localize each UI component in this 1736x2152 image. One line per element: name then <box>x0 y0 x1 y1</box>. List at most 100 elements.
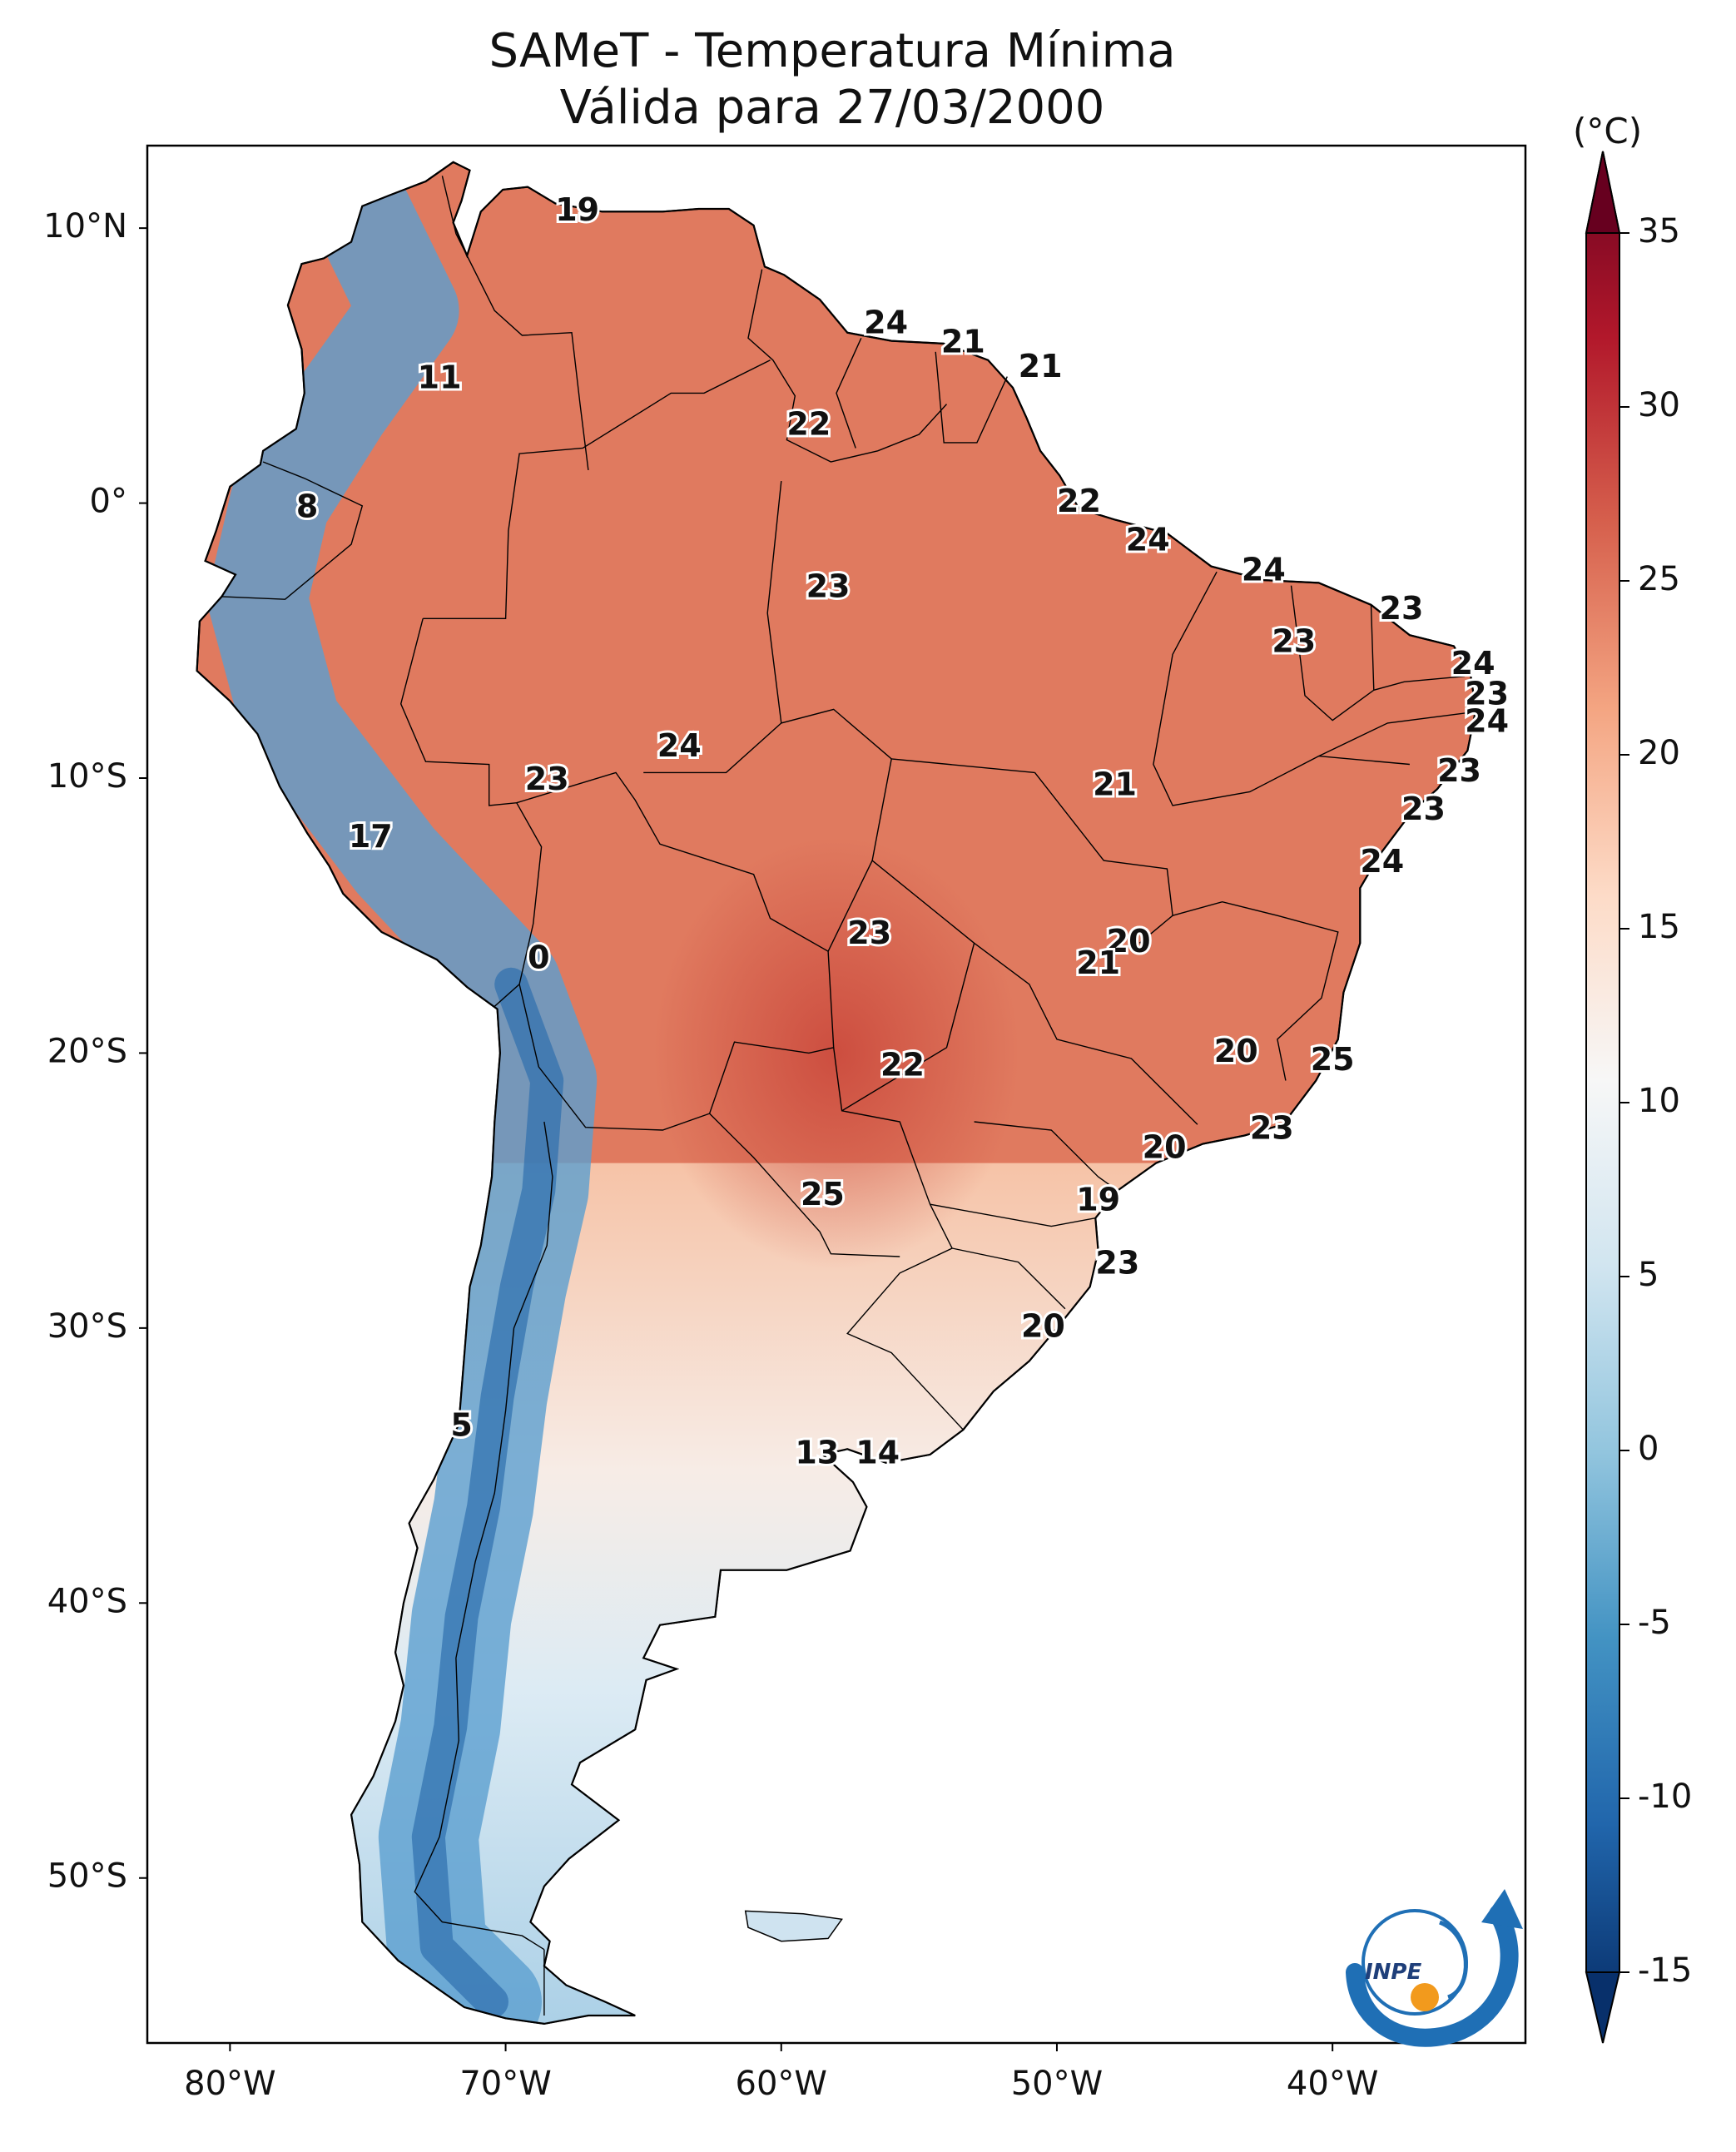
colorbar-tick-label: 35 <box>1638 212 1680 250</box>
contour-label: 23 <box>1272 623 1316 660</box>
contour-label: 23 <box>525 761 569 797</box>
contour-label: 24 <box>1451 645 1495 682</box>
lat-tick-label: 10°S <box>47 757 127 796</box>
title-line-2: Válida para 27/03/2000 <box>559 81 1105 135</box>
logo-orange-dot <box>1411 1983 1439 2011</box>
contour-label: 21 <box>1076 945 1120 981</box>
border-line <box>441 176 589 470</box>
contour-label: 19 <box>1076 1181 1120 1217</box>
andes-cold-core <box>411 967 564 2019</box>
map-title: SAMeT - Temperatura Mínima Válida para 2… <box>0 23 1664 136</box>
contour-label: 23 <box>806 568 851 605</box>
border-line <box>951 1247 1066 1310</box>
lat-tick-label: 50°S <box>47 1857 127 1896</box>
colorbar-tick-label: 30 <box>1638 386 1680 424</box>
contour-label: 23 <box>1465 675 1509 712</box>
contour-label: 8 <box>296 488 318 525</box>
contour-label: 23 <box>1250 1109 1294 1146</box>
border-line <box>836 338 862 449</box>
lat-tick-label: 40°S <box>47 1582 127 1620</box>
lon-tick-label: 50°W <box>1011 2065 1103 2103</box>
contour-label: 22 <box>880 1046 925 1083</box>
colorbar-tick-label: 10 <box>1638 1082 1680 1120</box>
colorbar-tick-label: 5 <box>1638 1256 1659 1294</box>
logo-inner-arrow-icon <box>1438 1920 1468 2000</box>
contour-label: 25 <box>1311 1041 1355 1078</box>
contour-label: 21 <box>1093 766 1137 802</box>
colorbar-units: (°C) <box>1573 111 1642 151</box>
border-line <box>974 1121 1118 1192</box>
contour-label: 23 <box>1380 590 1424 627</box>
border-line <box>841 943 975 1112</box>
contour-label: 22 <box>786 406 831 443</box>
contour-label: 11 <box>418 359 462 395</box>
inpe-logo: INPE <box>1346 1889 1523 2047</box>
colorbar-tick-label: 15 <box>1638 908 1680 946</box>
border-line <box>1318 712 1474 757</box>
contour-label: 23 <box>847 915 891 951</box>
contour-label: 22 <box>1057 483 1101 519</box>
border-line <box>930 1203 1096 1227</box>
colorbar-tick-label: -5 <box>1638 1604 1671 1642</box>
colorbar-tick-label: -10 <box>1638 1778 1692 1816</box>
border-line <box>1290 585 1375 721</box>
contour-label: 20 <box>1214 1033 1258 1069</box>
lat-tick-label: 10°N <box>43 207 127 245</box>
latitude-axis: 10°N 0° 10°S 20°S 30°S 40°S 50°S <box>43 207 147 1896</box>
lat-tick-label: 20°S <box>47 1032 127 1070</box>
contour-label: 24 <box>1360 843 1404 880</box>
border-line <box>643 708 1035 774</box>
colorbar-top-arrow <box>1585 151 1621 234</box>
border-line <box>766 481 782 723</box>
lon-tick-label: 60°W <box>736 2065 827 2103</box>
title-line-1: SAMeT - Temperatura Mínima <box>489 24 1176 78</box>
contour-label: 21 <box>941 323 985 359</box>
contour-label: 13 <box>795 1434 839 1470</box>
border-line <box>871 860 1198 1125</box>
border-line <box>709 1113 900 1257</box>
contour-label: 24 <box>657 727 702 764</box>
contour-label: 24 <box>1465 702 1509 739</box>
coastline <box>196 161 1477 2026</box>
border-line <box>1373 676 1466 691</box>
lat-tick-label: 0° <box>90 483 127 521</box>
lat-tick-label: 30°S <box>47 1307 127 1346</box>
contour-label: 23 <box>1095 1244 1139 1281</box>
lon-tick-label: 40°W <box>1287 2065 1378 2103</box>
contour-label: 20 <box>1107 923 1151 959</box>
lon-tick-label: 70°W <box>459 2065 551 2103</box>
contour-label: 25 <box>801 1176 845 1212</box>
contour-label: 20 <box>1021 1307 1065 1344</box>
contour-label: 14 <box>856 1434 900 1470</box>
border-line <box>221 461 364 600</box>
contour-label: 24 <box>1242 552 1286 588</box>
colorbar-ticks: 35 30 25 20 15 10 5 0 -5 -10 -15 <box>1619 212 1692 1990</box>
border-line <box>747 269 948 463</box>
longitude-axis: 80°W 70°W 60°W 50°W 40°W <box>184 2043 1378 2103</box>
colorbar-tick-label: -15 <box>1638 1951 1692 1990</box>
colorbar-tick-label: 25 <box>1638 560 1680 598</box>
contour-label: 20 <box>1143 1129 1187 1166</box>
border-line <box>423 359 771 619</box>
falkland-islands <box>744 1910 843 1942</box>
lon-tick-label: 80°W <box>184 2065 275 2103</box>
contour-label: 24 <box>864 304 908 340</box>
colorbar: (°C) 35 30 25 20 15 10 5 0 -5 -10 -15 <box>1573 111 1692 2044</box>
border-line <box>1034 771 1173 944</box>
colorbar-bottom-arrow <box>1585 1971 1621 2044</box>
contour-label: 19 <box>555 191 599 228</box>
logo-text: INPE <box>1365 1960 1421 1985</box>
contour-label: 0 <box>528 940 549 976</box>
colorbar-tick-label: 0 <box>1638 1430 1659 1468</box>
contour-label: 5 <box>450 1406 472 1443</box>
border-line <box>399 618 543 1007</box>
warm-core-region <box>653 836 1019 1270</box>
colorbar-tick-label: 20 <box>1638 734 1680 772</box>
contour-label: 21 <box>1019 348 1063 384</box>
country-state-borders <box>221 176 1474 2016</box>
border-line <box>1172 900 1339 1081</box>
contour-label: 23 <box>1401 791 1446 827</box>
contour-label: 23 <box>1437 752 1481 789</box>
